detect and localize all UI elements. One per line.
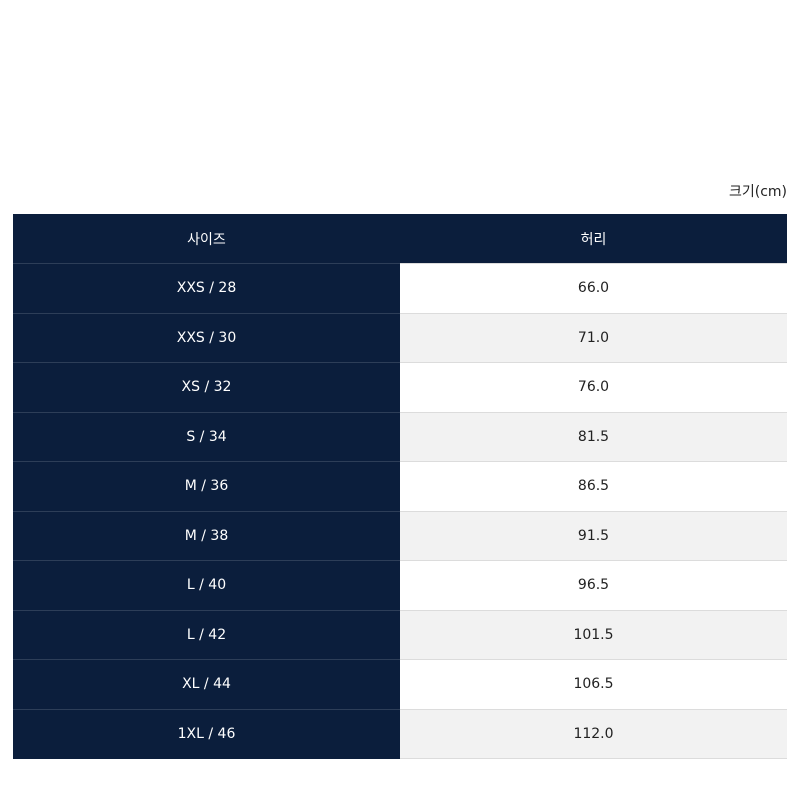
header-cell: 사이즈 [13, 214, 400, 264]
table-row: L / 40 96.5 [13, 560, 787, 610]
waist-cell: 71.0 [400, 312, 787, 363]
table-row: 1XL / 46 112.0 [13, 708, 787, 759]
size-cell: L / 40 [13, 560, 400, 610]
header-cell: 허리 [400, 214, 787, 264]
waist-cell: 66.0 [400, 263, 787, 313]
table-row: L / 42 101.5 [13, 609, 787, 660]
size-cell: 1XL / 46 [13, 708, 400, 759]
waist-cell: 91.5 [400, 510, 787, 561]
waist-cell: 81.5 [400, 411, 787, 462]
table-row: XS / 32 76.0 [13, 362, 787, 412]
table-row: XXS / 28 66.0 [13, 263, 787, 313]
table-body: XXS / 28 66.0 XXS / 30 71.0 XS / 32 76.0 S / 3… [13, 263, 787, 759]
size-cell: L / 42 [13, 609, 400, 660]
waist-cell: 86.5 [400, 461, 787, 511]
table-row: XL / 44 106.5 [13, 659, 787, 709]
waist-cell: 101.5 [400, 609, 787, 660]
size-cell: XL / 44 [13, 659, 400, 709]
size-cell: XS / 32 [13, 362, 400, 412]
size-cell: XXS / 30 [13, 312, 400, 363]
waist-cell: 112.0 [400, 708, 787, 759]
size-cell: M / 36 [13, 461, 400, 511]
table-row: M / 38 91.5 [13, 510, 787, 561]
header-row: 사이즈 허리 [13, 214, 787, 264]
waist-cell: 96.5 [400, 560, 787, 610]
unit-label: 크기(cm) [728, 184, 787, 200]
size-cell: XXS / 28 [13, 263, 400, 313]
size-table: 사이즈 허리 XXS / 28 66.0 XXS / 30 71.0 XS / 32 76… [13, 214, 787, 759]
waist-cell: 76.0 [400, 362, 787, 412]
waist-cell: 106.5 [400, 659, 787, 709]
table-row: M / 36 86.5 [13, 461, 787, 511]
size-cell: S / 34 [13, 411, 400, 462]
table-row: XXS / 30 71.0 [13, 312, 787, 363]
size-cell: M / 38 [13, 510, 400, 561]
table-row: S / 34 81.5 [13, 411, 787, 462]
